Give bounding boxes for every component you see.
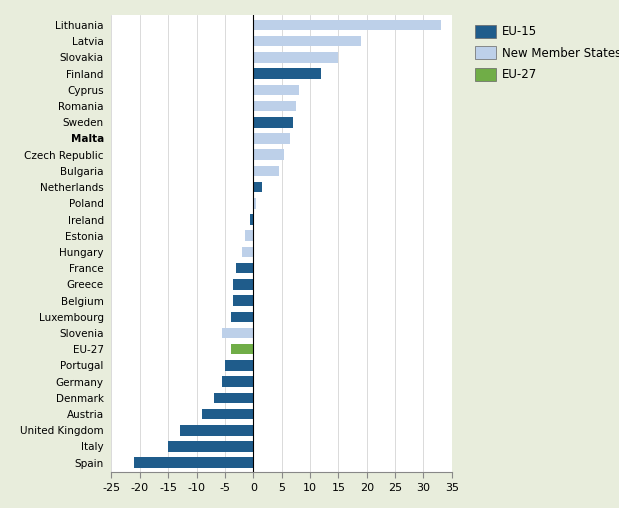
Bar [230,311,253,322]
Bar [233,295,253,306]
Bar [236,263,253,273]
Bar [253,182,262,193]
Bar [253,52,339,62]
Bar [253,36,361,46]
Bar [253,149,285,160]
Legend: EU-15, New Member States, EU-27: EU-15, New Member States, EU-27 [472,21,619,85]
Bar [202,409,253,419]
Bar [253,69,321,79]
Bar [222,376,253,387]
Bar [134,457,253,468]
Bar [253,198,256,209]
Bar [253,166,279,176]
Bar [253,20,441,30]
Bar [245,231,253,241]
Bar [180,425,253,435]
Bar [230,344,253,355]
Bar [168,441,253,452]
Bar [242,247,253,257]
Bar [214,393,253,403]
Bar [253,117,293,128]
Bar [253,84,298,95]
Bar [222,328,253,338]
Bar [225,360,253,371]
Bar [251,214,253,225]
Bar [233,279,253,290]
Bar [253,133,290,144]
Bar [253,101,296,111]
